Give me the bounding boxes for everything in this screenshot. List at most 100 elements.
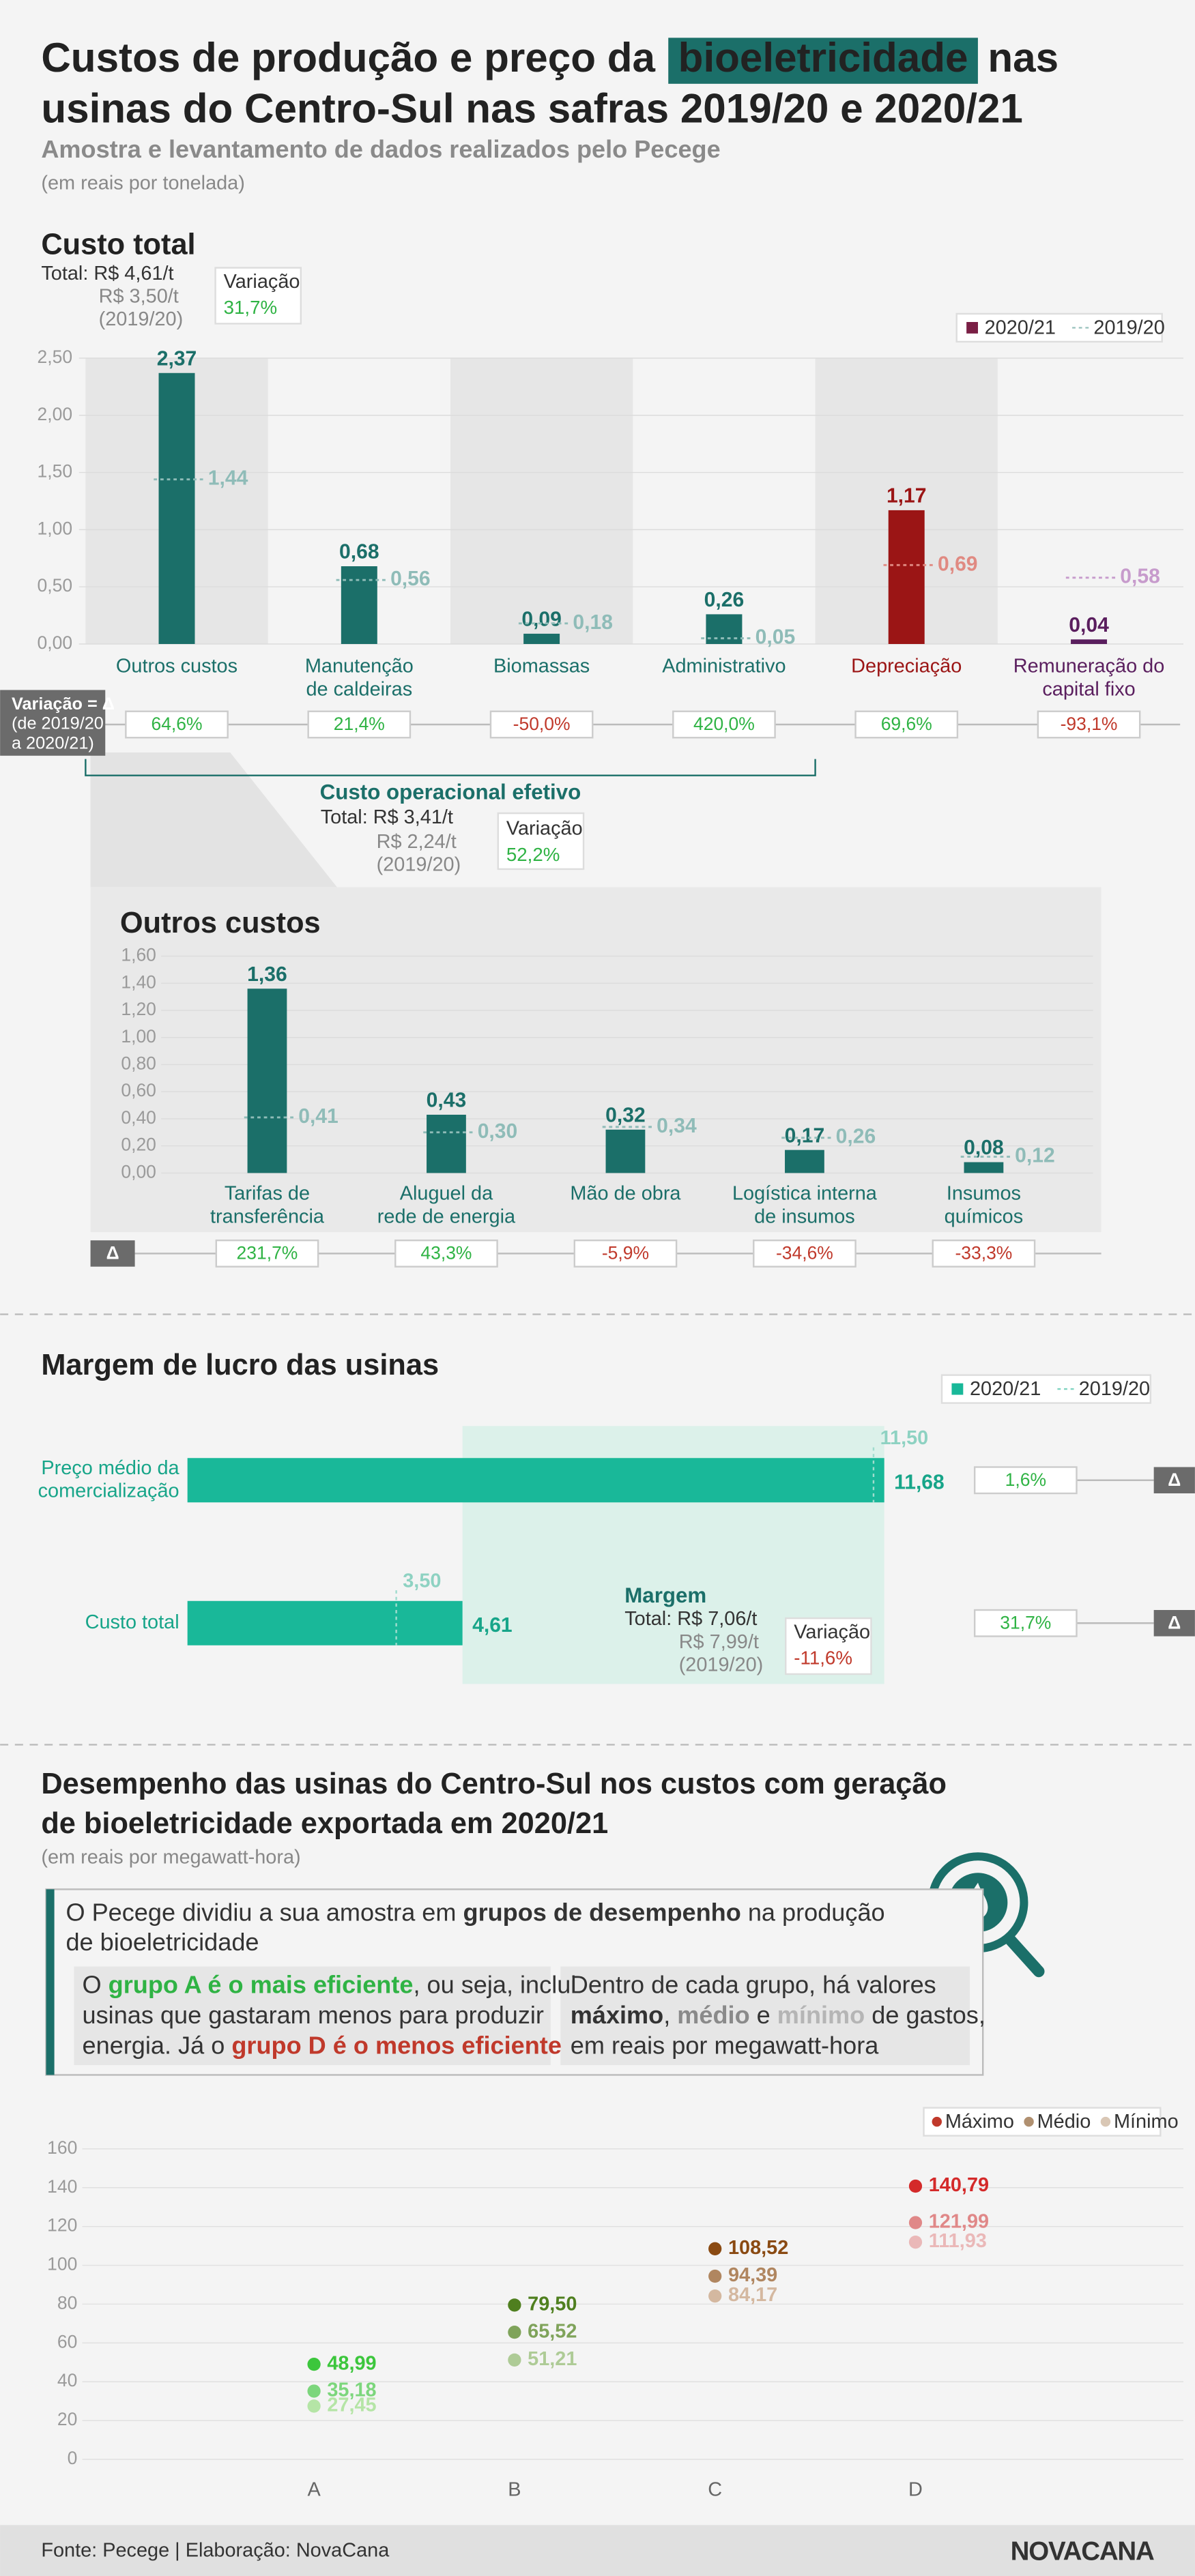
value-label: 111,93 — [929, 2230, 987, 2252]
x-tick-label: C — [708, 2478, 722, 2500]
bar — [247, 989, 287, 1173]
x-tick-label: D — [908, 2478, 923, 2500]
y-tick-label: Custo total — [85, 1611, 179, 1633]
y-tick-label: 2,00 — [38, 404, 73, 424]
variation-box — [785, 1617, 872, 1675]
variation-label: -93,1% — [1061, 714, 1118, 734]
variation-key-text: Δ — [1168, 1612, 1181, 1633]
previous-value-label: 0,69 — [938, 553, 978, 575]
x-tick-label: Logística interna de insumos — [732, 1182, 878, 1227]
point — [708, 2242, 722, 2255]
y-tick-label: 2,50 — [38, 347, 73, 367]
point — [908, 2235, 923, 2249]
variation-box — [573, 1239, 678, 1268]
legend-box — [923, 2107, 1162, 2137]
value-label: 4,61 — [472, 1614, 513, 1637]
y-tick-label: 0,60 — [121, 1080, 156, 1100]
value-label: 0,04 — [1069, 614, 1109, 636]
info-text: usinas que gastaram menos para produzir — [83, 2001, 544, 2029]
block-title: Margem — [624, 1583, 706, 1607]
x-tick-label: Depreciação — [851, 655, 962, 677]
y-tick-label: 0,80 — [121, 1053, 156, 1073]
legend-label: 2020/21 — [970, 1378, 1041, 1400]
value-label: 65,52 — [528, 2320, 577, 2342]
bar — [523, 633, 560, 644]
previous-value-label: 0,56 — [390, 568, 431, 590]
previous-value-label: 0,05 — [755, 626, 796, 649]
variation-label: -50,0% — [513, 714, 571, 734]
previous-value-label: 3,50 — [403, 1570, 441, 1592]
legend-swatch — [1100, 2116, 1111, 2127]
y-tick-label: 0 — [68, 2448, 78, 2468]
info-run: , ou seja, inclui — [413, 1970, 576, 1998]
variation-box — [672, 710, 776, 739]
y-tick-label: 1,00 — [38, 518, 73, 538]
bar — [187, 1458, 884, 1503]
previous-label: R$ 2,24/t — [377, 831, 457, 853]
previous-value-label: 0,41 — [298, 1105, 339, 1128]
value-label: 48,99 — [327, 2352, 376, 2374]
y-tick-label: 80 — [57, 2292, 77, 2313]
info-run: O — [83, 1970, 109, 1998]
value-label: 0,17 — [785, 1124, 825, 1147]
x-tick-label: Insumos químicos — [945, 1182, 1024, 1227]
info-text: O Pecege dividiu a sua amostra em grupos… — [66, 1898, 884, 1926]
x-tick-label: A — [307, 2478, 321, 2500]
y-tick-label: 0,40 — [121, 1107, 156, 1128]
previous-value-label: 0,12 — [1015, 1145, 1055, 1167]
previous-label: R$ 3,50/t — [99, 286, 179, 308]
legend-label: 2020/21 — [985, 317, 1056, 338]
info-run: O Pecege dividiu a sua amostra em — [66, 1898, 463, 1926]
title-highlight-text: bioeletricidade — [678, 35, 968, 80]
subtitle: Amostra e levantamento de dados realizad… — [41, 135, 720, 163]
total-label: Total: R$ 4,61/t — [41, 263, 173, 284]
previous-value-label: 11,50 — [880, 1427, 929, 1449]
variation-box — [497, 812, 585, 870]
info-run: de bioeletricidade — [66, 1927, 259, 1955]
legend-label: Médio — [1037, 2111, 1091, 2133]
bar — [785, 1150, 824, 1173]
x-tick-label: Tarifas de transferência — [210, 1182, 325, 1227]
x-tick-label: Biomassas — [493, 655, 590, 677]
value-label: 35,18 — [327, 2380, 376, 2401]
y-tick-label: 1,20 — [121, 999, 156, 1019]
variation-value: 52,2% — [506, 844, 560, 865]
legend-box — [955, 312, 1163, 343]
variation-value: -11,6% — [794, 1648, 852, 1669]
previous-period: (2019/20) — [377, 854, 461, 876]
info-run: Dentro de cada grupo, há valores — [571, 1970, 936, 1998]
info-run: grupo D é o menos eficiente — [231, 2031, 562, 2059]
point — [508, 2326, 521, 2339]
previous-value-label: 0,34 — [657, 1115, 697, 1137]
value-label: 108,52 — [728, 2237, 788, 2259]
previous-value-label: 1,44 — [208, 467, 248, 490]
variation-box — [753, 1239, 856, 1268]
previous-value-label: 0,58 — [1120, 566, 1160, 588]
legend-swatch — [951, 1383, 964, 1395]
previous-value-label: 0,30 — [478, 1120, 518, 1143]
info-run: na produção — [741, 1898, 885, 1926]
variation-value: 31,7% — [224, 297, 278, 318]
variation-label: 31,7% — [1000, 1612, 1051, 1633]
bar — [427, 1114, 466, 1173]
variation-title: Variação — [224, 271, 300, 293]
value-label: 1,17 — [887, 485, 927, 508]
variation-label: 64,6% — [151, 714, 202, 734]
y-tick-label: 140 — [47, 2176, 77, 2197]
y-tick-label: 1,00 — [121, 1026, 156, 1046]
variation-box — [394, 1239, 498, 1268]
info-text: O grupo A é o mais eficiente, ou seja, i… — [83, 1970, 577, 1998]
value-label: 2,37 — [157, 347, 197, 370]
legend-label: 2019/20 — [1079, 1378, 1150, 1400]
variation-box — [489, 710, 594, 739]
variation-label: 43,3% — [420, 1243, 472, 1263]
value-label: 0,09 — [521, 609, 562, 631]
info-run: grupos de desempenho — [463, 1898, 741, 1926]
value-label: 51,21 — [528, 2348, 577, 2370]
variation-title: Variação — [506, 818, 583, 840]
y-tick-label: 1,60 — [121, 945, 156, 965]
y-tick-label: 0,20 — [121, 1135, 156, 1155]
logo: NOVACANA — [1011, 2536, 1154, 2566]
point — [508, 2353, 521, 2367]
variation-key — [90, 1240, 135, 1267]
